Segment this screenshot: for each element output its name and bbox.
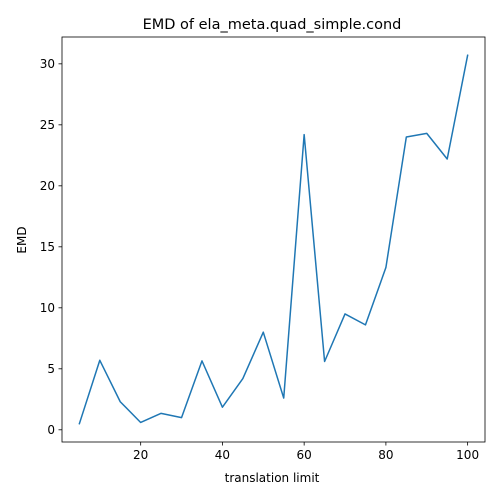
x-axis-label: translation limit	[225, 471, 320, 485]
x-tick-label: 20	[133, 448, 148, 462]
series-line-0	[78, 54, 469, 425]
y-tick-label: 25	[40, 118, 55, 132]
y-tick-label: 20	[40, 179, 55, 193]
y-axis-label: EMD	[15, 226, 29, 253]
x-tick-label: 100	[456, 448, 479, 462]
x-tick-label: 80	[378, 448, 393, 462]
y-tick-label: 0	[47, 423, 55, 437]
x-tick-label: 60	[297, 448, 312, 462]
y-tick-label: 30	[40, 57, 55, 71]
y-tick-label: 10	[40, 301, 55, 315]
y-tick-label: 15	[40, 240, 55, 254]
plot-area	[61, 36, 486, 443]
y-axis: 0 5 10 15 20 25 30	[40, 57, 62, 437]
y-tick-label: 5	[47, 362, 55, 376]
chart-title: EMD of ela_meta.quad_simple.cond	[143, 17, 402, 33]
x-axis: 20 40 60 80 100	[133, 442, 479, 462]
x-tick-label: 40	[215, 448, 230, 462]
plot-frame	[61, 36, 486, 443]
